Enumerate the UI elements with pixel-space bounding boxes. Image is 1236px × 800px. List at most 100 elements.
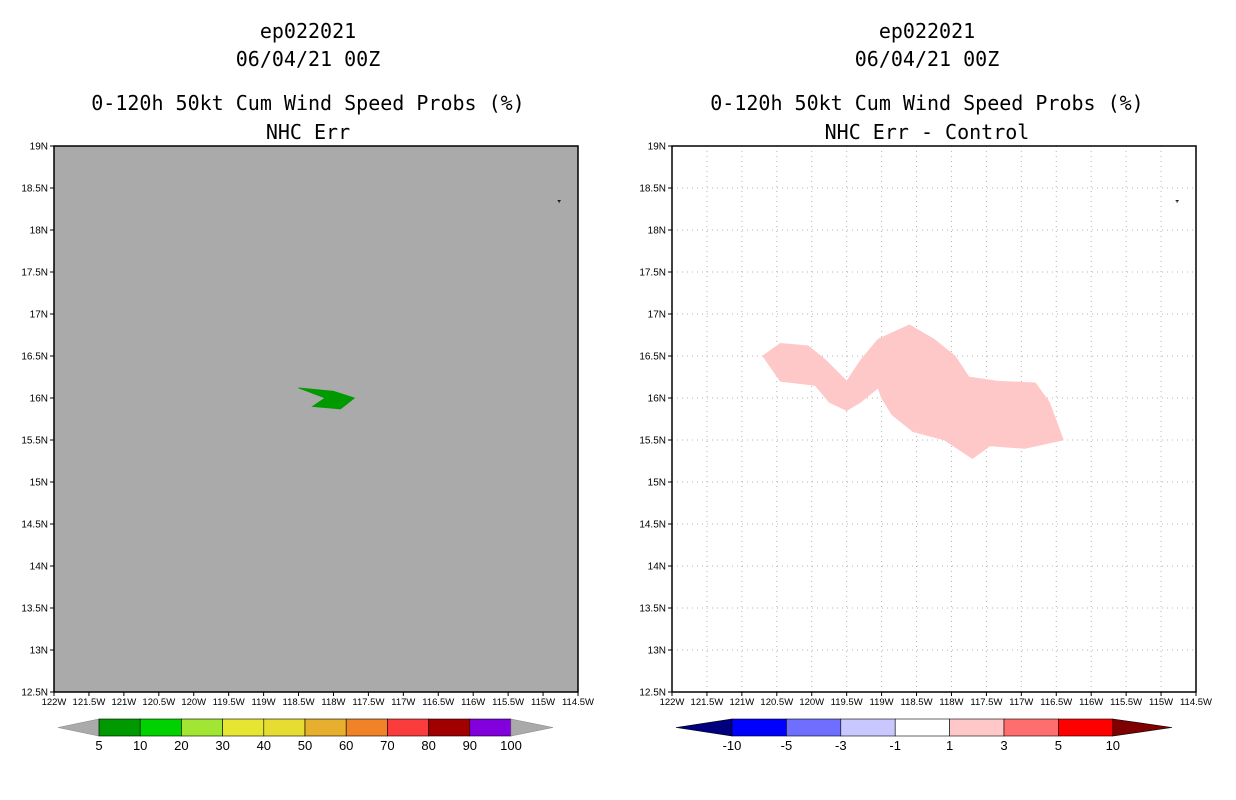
right-colorbar-arrow-right	[1112, 718, 1173, 737]
left-lat-label: 16N	[30, 394, 48, 405]
left-lon-label: 121.5W	[73, 697, 106, 708]
right-lat-label: 12.5N	[639, 688, 666, 699]
right-lat-label: 15.5N	[639, 436, 666, 447]
right-lat-label: 13N	[648, 646, 666, 657]
right-colorbar-label: -3	[835, 738, 847, 753]
left-colorbar-label: 90	[463, 738, 477, 753]
right-subtitle: NHC Err - Control	[824, 120, 1030, 144]
right-colorbar: -10 -5 -3 -1 1 3 5 10	[675, 718, 1173, 753]
right-lon-label: 121.5W	[691, 697, 724, 708]
left-colorbar-box	[139, 718, 182, 737]
left-colorbar-box	[263, 718, 306, 737]
right-lat-label: 14N	[648, 562, 666, 573]
right-colorbar-label: -1	[889, 738, 901, 753]
left-lon-label: 115W	[531, 697, 555, 708]
right-lat-label: 13.5N	[639, 604, 666, 615]
left-lat-label: 18N	[30, 226, 48, 237]
left-lon-label: 119.5W	[213, 697, 245, 708]
left-colorbar-box	[222, 718, 265, 737]
left-colorbar-box	[387, 718, 429, 737]
left-lat-label: 19N	[30, 142, 48, 153]
left-colorbar-box	[469, 718, 512, 737]
right-colorbar-box	[1058, 718, 1114, 737]
right-lon-label: 115W	[1149, 697, 1173, 708]
left-lat-label: 12.5N	[21, 688, 48, 699]
left-lat-label: 18.5N	[21, 184, 48, 195]
left-lat-label: 15.5N	[21, 436, 48, 447]
right-lon-label: 116.5W	[1040, 697, 1072, 708]
right-colorbar-box	[840, 718, 896, 737]
left-colorbar-label: 100	[500, 738, 522, 753]
right-lat-label: 17.5N	[639, 268, 666, 279]
left-lat-label: 14N	[30, 562, 48, 573]
left-storm-id: ep022021	[259, 19, 357, 43]
right-colorbar-box	[894, 718, 950, 737]
right-colorbar-box	[1003, 718, 1059, 737]
left-lat-label: 15N	[30, 478, 48, 489]
right-lon-label: 120W	[799, 697, 824, 708]
right-colorbar-arrow-left	[675, 718, 733, 737]
left-colorbar-box	[181, 718, 223, 737]
right-colorbar-box	[731, 718, 787, 737]
left-lat-label: 14.5N	[21, 520, 48, 531]
left-colorbar-box	[345, 718, 388, 737]
left-lon-label: 120W	[181, 697, 206, 708]
left-colorbar-label: 60	[339, 738, 353, 753]
left-lon-label: 120.5W	[142, 697, 175, 708]
left-colorbar-label: 20	[174, 738, 188, 753]
left-lon-label: 117.5W	[352, 697, 384, 708]
left-colorbar-arrow-right	[510, 718, 554, 737]
left-map-frame	[53, 145, 579, 693]
left-colorbar-label: 10	[133, 738, 147, 753]
left-colorbar-label: 5	[95, 738, 102, 753]
right-colorbar-label: -10	[723, 738, 742, 753]
left-lat-label: 17.5N	[21, 268, 48, 279]
right-lat-label: 16N	[648, 394, 666, 405]
left-lon-label: 118.5W	[283, 697, 315, 708]
left-colorbar: 5 10 20 30 40 50 60 70 80 90 100	[57, 718, 554, 753]
left-datetime: 06/04/21 00Z	[235, 47, 381, 71]
left-map-panel: 19N 18.5N 18N 17.5N 17N 16.5N 16N 15.5N 15N 14.5N…	[21, 142, 594, 709]
left-lon-label: 116.5W	[422, 697, 454, 708]
right-colorbar-box	[949, 718, 1005, 737]
left-lon-label: 116W	[461, 697, 485, 708]
right-colorbar-label: -5	[781, 738, 793, 753]
left-lat-label: 13N	[30, 646, 48, 657]
right-lon-label: 122W	[660, 697, 685, 708]
left-colorbar-label: 50	[298, 738, 312, 753]
right-lon-label: 118.5W	[901, 697, 933, 708]
left-lon-label: 118W	[321, 697, 345, 708]
right-lon-label: 117.5W	[970, 697, 1002, 708]
left-colorbar-box	[98, 718, 141, 737]
right-lon-label: 116W	[1079, 697, 1103, 708]
left-colorbar-box	[428, 718, 471, 737]
right-lon-label: 118W	[939, 697, 963, 708]
right-lon-label: 115.5W	[1110, 697, 1142, 708]
left-island-marker	[557, 200, 561, 203]
left-lat-label: 16.5N	[21, 352, 48, 363]
left-lon-label: 115.5W	[492, 697, 524, 708]
right-storm-id: ep022021	[878, 19, 976, 43]
right-contour-region	[762, 324, 1064, 459]
right-lat-label: 18N	[648, 226, 666, 237]
left-colorbar-arrow-left	[57, 718, 100, 737]
right-colorbar-label: 3	[1000, 738, 1007, 753]
left-colorbar-box	[304, 718, 347, 737]
right-map-panel: 19N 18.5N 18N 17.5N 17N 16.5N 16N 15.5N 15N 14.5N…	[639, 142, 1212, 709]
right-lon-label: 120.5W	[760, 697, 793, 708]
right-lon-label: 114.5W	[1180, 697, 1212, 708]
right-lat-label: 15N	[648, 478, 666, 489]
right-lon-label: 119W	[870, 697, 894, 708]
left-contour-region	[298, 387, 356, 410]
right-map-frame	[671, 145, 1197, 693]
left-colorbar-label: 40	[257, 738, 271, 753]
left-lat-label: 13.5N	[21, 604, 48, 615]
left-lon-label: 114.5W	[562, 697, 594, 708]
right-lon-label: 121W	[729, 697, 754, 708]
left-colorbar-label: 70	[380, 738, 394, 753]
right-colorbar-label: 10	[1106, 738, 1120, 753]
left-product-title: 0-120h 50kt Cum Wind Speed Probs (%)	[91, 91, 525, 115]
right-datetime: 06/04/21 00Z	[854, 47, 1000, 71]
left-colorbar-label: 30	[215, 738, 229, 753]
right-product-title: 0-120h 50kt Cum Wind Speed Probs (%)	[710, 91, 1144, 115]
